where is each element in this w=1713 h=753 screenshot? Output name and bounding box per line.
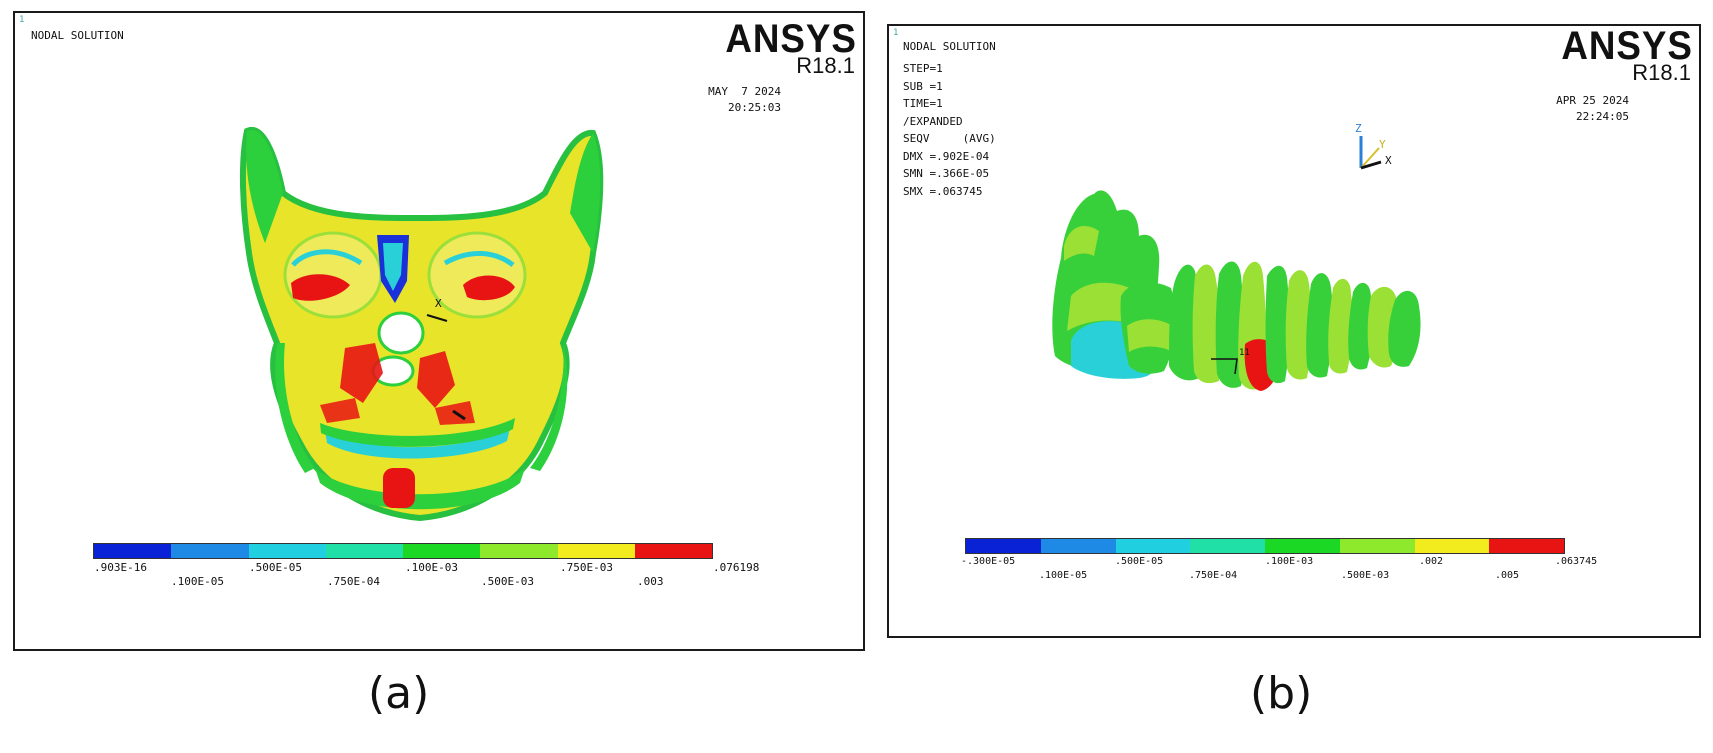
date-label: MAY 7 2024 [708,85,781,98]
legend-tick: .100E-05 [1039,570,1088,581]
solution-heading: NODAL SOLUTION [903,40,996,53]
legend-band-7 [557,544,635,558]
info-line: DMX =.902E-04 [903,149,990,163]
ansys-logo: ANSYS [1561,24,1693,68]
triad-z-label: Z [1355,122,1362,135]
legend-band-8 [634,544,712,558]
info-line: STEP=1 [903,62,943,75]
legend-band-8 [1489,539,1564,553]
window-index: 1 [19,15,25,25]
legend-tick: .903E-16 [94,561,147,574]
panel-a-viewport: 1 NODAL SOLUTION ANSYS R18.1 MAY 7 2024 … [13,11,865,651]
legend-tick: .750E-04 [327,575,380,588]
time-label: 20:25:03 [728,101,781,114]
caption-a: (a) [368,668,430,719]
contour-legend-bar [965,538,1565,554]
date-label: APR 25 2024 [1556,94,1629,107]
legend-tick: .003 [637,575,664,588]
legend-tick: .063745 [1555,556,1598,567]
legend-tick: .100E-03 [1265,556,1314,567]
legend-tick: -.300E-05 [961,556,1016,567]
legend-tick: .500E-05 [249,561,302,574]
legend-tick: .750E-04 [1189,570,1238,581]
window-index: 1 [893,28,899,38]
legend-band-2 [1040,539,1116,553]
legend-band-2 [171,544,249,558]
legend-tick: .500E-03 [481,575,534,588]
legend-tick: .500E-05 [1115,556,1164,567]
legend-tick: .500E-03 [1341,570,1390,581]
solution-info-block: STEP=1 SUB =1 TIME=1 /EXPANDED SEQV (AVG… [903,60,996,200]
legend-tick: .005 [1495,570,1520,581]
legend-tick: .002 [1419,556,1444,567]
legend-band-6 [480,544,558,558]
skull-stress-plot [239,127,604,522]
legend-band-7 [1414,539,1490,553]
time-label: 22:24:05 [1576,110,1629,123]
contour-legend-bar [93,543,713,559]
info-line: /EXPANDED [903,114,963,128]
legend-band-1 [94,544,172,558]
legend-band-4 [1190,539,1265,553]
triad-x-label: X [435,297,442,310]
ansys-logo: ANSYS [725,17,857,61]
info-line: SEQV (AVG) [903,132,996,145]
panel-b-viewport: 1 NODAL SOLUTION STEP=1 SUB =1 TIME=1 /E… [887,24,1701,638]
info-line: SUB =1 [903,79,943,93]
legend-band-5 [403,544,481,558]
legend-tick: .100E-05 [171,575,224,588]
legend-band-1 [966,539,1041,553]
solution-heading: NODAL SOLUTION [31,29,124,42]
triad-x-label: X [1385,154,1392,167]
info-line: SMN =.366E-05 [903,167,990,180]
info-line: TIME=1 [903,97,943,110]
caption-b: (b) [1250,668,1313,719]
legend-tick: .750E-03 [560,561,613,574]
legend-band-3 [1115,539,1191,553]
axis-triad-icon [1359,136,1382,170]
legend-tick: .076198 [713,561,760,574]
legend-band-4 [325,544,403,558]
legend-band-6 [1339,539,1415,553]
legend-band-5 [1265,539,1340,553]
version-label: R18.1 [1632,60,1691,85]
triad-y-label: Y [1379,138,1386,151]
teeth-stress-plot [1052,190,1421,391]
legend-band-3 [248,544,326,558]
version-label: R18.1 [796,53,855,78]
legend-tick: .100E-03 [405,561,458,574]
info-line: SMX =.063745 [903,184,983,198]
node-label: 11 [1239,348,1250,358]
